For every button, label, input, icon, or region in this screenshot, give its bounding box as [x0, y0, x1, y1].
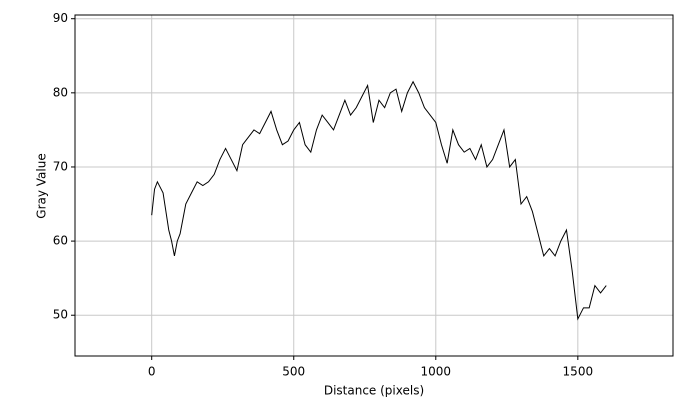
- y-tick-label: 50: [53, 308, 68, 322]
- x-tick-label: 1000: [421, 365, 452, 379]
- x-axis-label: Distance (pixels): [324, 384, 424, 398]
- y-tick-label: 70: [53, 159, 68, 173]
- y-tick-label: 80: [53, 85, 68, 99]
- x-tick-label: 0: [148, 365, 156, 379]
- plot-frame: [74, 14, 674, 357]
- profile-line: [151, 80, 607, 321]
- x-tick-label: 1500: [563, 365, 594, 379]
- y-axis-label: Gray Value: [35, 153, 49, 218]
- y-tick-label: 90: [53, 11, 68, 25]
- y-tick-label: 60: [53, 234, 68, 248]
- x-tick-label: 500: [282, 365, 305, 379]
